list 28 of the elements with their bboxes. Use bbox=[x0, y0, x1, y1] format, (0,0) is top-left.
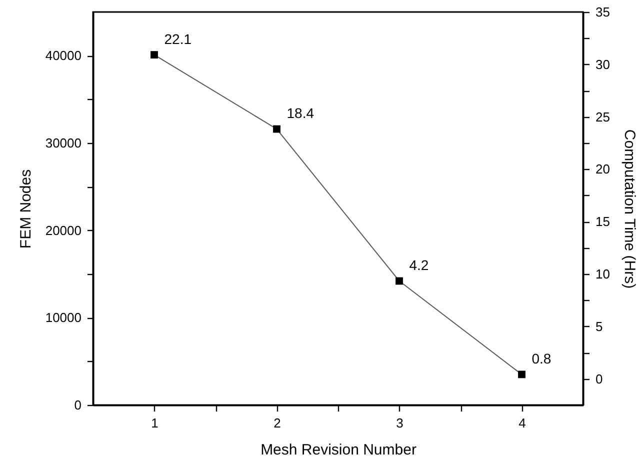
point bbox=[396, 277, 403, 285]
annotation: 22.1 bbox=[164, 30, 192, 47]
x-tick-label: 4 bbox=[518, 416, 526, 430]
y-tick-label: 0 bbox=[74, 398, 82, 412]
y2-tick-label: 30 bbox=[596, 56, 610, 72]
y2-tick-label: 5 bbox=[596, 318, 603, 334]
annotation: 4.2 bbox=[409, 256, 429, 273]
x-tick-label: 1 bbox=[151, 416, 158, 430]
point bbox=[518, 370, 526, 378]
y2-tick-label: 35 bbox=[596, 4, 610, 20]
y-tick-label: 40000 bbox=[45, 48, 82, 64]
point bbox=[273, 125, 280, 133]
y2-axis-title: Computation Time (Hrs) bbox=[620, 129, 638, 289]
y2-tick-label: 0 bbox=[596, 371, 603, 386]
x-tick-label: 2 bbox=[274, 416, 281, 430]
y-tick-label: 10000 bbox=[45, 310, 82, 326]
annotation: 0.8 bbox=[532, 350, 552, 366]
annotation: 18.4 bbox=[286, 105, 314, 122]
x-axis-title: Mesh Revision Number bbox=[260, 442, 416, 458]
y2-tick-label: 25 bbox=[596, 109, 610, 124]
x-tick-label: 3 bbox=[396, 416, 404, 430]
point bbox=[150, 51, 158, 58]
y-axis-title: FEM Nodes bbox=[17, 169, 34, 249]
y2-tick-label: 20 bbox=[596, 162, 610, 177]
y-tick-label: 20000 bbox=[45, 222, 82, 238]
y-tick-label: 30000 bbox=[45, 136, 82, 150]
y2-tick-label: 15 bbox=[596, 214, 610, 230]
y2-tick-label: 10 bbox=[596, 266, 610, 282]
